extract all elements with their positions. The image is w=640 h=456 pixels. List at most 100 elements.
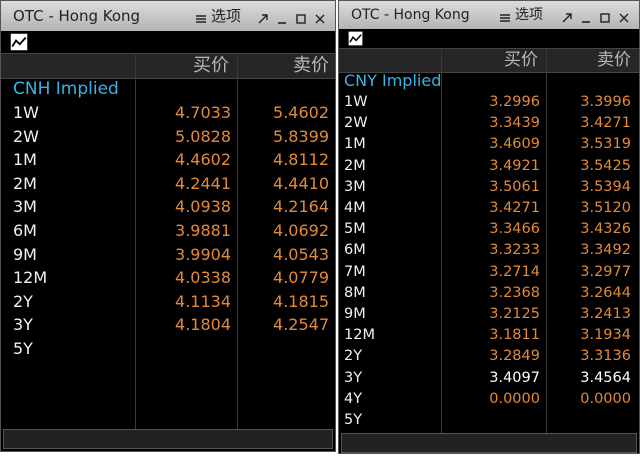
tenor-label: 4Y bbox=[344, 390, 363, 407]
tenor-label: 2Y bbox=[344, 348, 363, 365]
bid-value: 3.4097 bbox=[489, 369, 540, 386]
bid-header: 买价 bbox=[504, 50, 538, 70]
section-title: CNY Implied bbox=[344, 71, 442, 90]
tenor-label: 2W bbox=[344, 115, 368, 132]
tenor-label: 9M bbox=[344, 306, 366, 322]
bid-value: 3.9881 bbox=[175, 221, 231, 240]
ask-value: 3.4564 bbox=[580, 369, 631, 386]
menu-icon[interactable] bbox=[499, 9, 511, 22]
tenor-label: 7M bbox=[344, 263, 366, 280]
bid-value: 4.0338 bbox=[175, 268, 231, 288]
tenor-label: 1W bbox=[344, 94, 368, 110]
tenor-label: 1W bbox=[13, 103, 39, 122]
ask-value: 0.0000 bbox=[580, 390, 631, 407]
close-button[interactable] bbox=[618, 9, 630, 23]
bid-value: 3.9904 bbox=[175, 244, 231, 264]
ask-value: 3.1934 bbox=[580, 327, 631, 344]
ask-header: 卖价 bbox=[293, 55, 329, 76]
popout-button[interactable] bbox=[561, 9, 573, 23]
bid-value: 3.2849 bbox=[489, 348, 540, 365]
ask-value: 4.4410 bbox=[273, 173, 329, 193]
popout-button[interactable] bbox=[257, 10, 269, 24]
bid-value: 3.2996 bbox=[489, 94, 540, 110]
close-button[interactable] bbox=[314, 10, 326, 24]
bid-value: 0.0000 bbox=[489, 390, 540, 407]
ask-header: 卖价 bbox=[597, 50, 631, 70]
maximize-button[interactable] bbox=[599, 9, 611, 23]
column-header: 买价 卖价 bbox=[339, 48, 639, 73]
tenor-label: 1M bbox=[344, 136, 366, 153]
bid-value: 3.3439 bbox=[489, 115, 540, 132]
ask-value: 3.3492 bbox=[580, 242, 631, 259]
bid-value: 4.2441 bbox=[175, 173, 231, 193]
maximize-button[interactable] bbox=[295, 10, 307, 24]
bid-value: 3.2125 bbox=[489, 306, 540, 322]
title-bar: OTC - Hong Kong 选项 bbox=[339, 1, 639, 29]
minimize-button[interactable] bbox=[580, 9, 592, 23]
section-title: CNH Implied bbox=[13, 79, 119, 99]
close-button-glyph bbox=[619, 13, 629, 23]
bid-value: 5.0828 bbox=[175, 126, 231, 146]
bid-header: 买价 bbox=[193, 55, 229, 76]
panel: OTC - Hong Kong 选项买价 卖价 CNY Implied 1W 3.2996… bbox=[338, 0, 640, 454]
close-button-glyph bbox=[315, 14, 325, 24]
tenor-label: 3Y bbox=[344, 369, 363, 386]
column-divider bbox=[546, 48, 547, 433]
ask-value: 3.5319 bbox=[580, 136, 631, 153]
chart-icon-glyph bbox=[348, 31, 363, 46]
tenor-label: 12M bbox=[13, 268, 48, 288]
ask-value: 4.0779 bbox=[273, 268, 329, 288]
tenor-label: 6M bbox=[13, 221, 37, 240]
bid-value: 3.3233 bbox=[489, 242, 540, 259]
ask-value: 4.2164 bbox=[273, 197, 329, 217]
bid-value: 3.4921 bbox=[489, 157, 540, 174]
bid-value: 4.0938 bbox=[175, 197, 231, 217]
bid-value: 3.2714 bbox=[489, 263, 540, 280]
status-bar bbox=[3, 429, 333, 449]
ask-value: 3.2977 bbox=[580, 263, 631, 280]
tenor-label: 2M bbox=[344, 157, 366, 174]
popout-button-glyph bbox=[562, 13, 572, 23]
menu-button[interactable]: 选项 bbox=[211, 7, 242, 25]
ask-value: 3.4326 bbox=[580, 221, 631, 238]
tenor-label: 2W bbox=[13, 126, 39, 146]
menu-icon-glyph bbox=[500, 14, 510, 22]
bid-value: 3.4609 bbox=[489, 136, 540, 153]
column-header: 买价 卖价 bbox=[1, 53, 335, 79]
tenor-label: 6M bbox=[344, 242, 366, 259]
tenor-label: 8M bbox=[344, 284, 366, 301]
tenor-label: 3M bbox=[344, 178, 366, 195]
minimize-button-glyph bbox=[582, 21, 590, 23]
bid-value: 4.1804 bbox=[175, 315, 231, 335]
column-divider bbox=[237, 53, 238, 429]
tenor-label: 5M bbox=[344, 221, 366, 238]
chart-icon[interactable] bbox=[9, 33, 29, 51]
menu-button[interactable]: 选项 bbox=[515, 7, 543, 23]
panel-title: OTC - Hong Kong bbox=[351, 7, 470, 23]
ask-value: 3.2644 bbox=[580, 284, 631, 301]
popout-button-glyph bbox=[258, 14, 268, 24]
ask-value: 3.5394 bbox=[580, 178, 631, 195]
tenor-label: 5Y bbox=[13, 339, 33, 358]
ask-value: 5.4602 bbox=[273, 103, 329, 122]
ask-value: 3.2413 bbox=[580, 306, 631, 322]
ask-value: 4.0543 bbox=[273, 244, 329, 264]
bid-value: 3.3466 bbox=[489, 221, 540, 238]
menu-icon[interactable] bbox=[195, 10, 207, 23]
panel-title: OTC - Hong Kong bbox=[13, 7, 141, 25]
ask-value: 4.1815 bbox=[273, 291, 329, 311]
tenor-label: 1M bbox=[13, 150, 37, 170]
tenor-label: 4M bbox=[344, 200, 366, 216]
tenor-label: 2M bbox=[13, 173, 37, 193]
minimize-button[interactable] bbox=[276, 10, 288, 24]
ask-value: 4.8112 bbox=[273, 150, 329, 170]
chart-icon[interactable] bbox=[347, 31, 364, 46]
chart-icon-glyph bbox=[10, 33, 28, 51]
ask-value: 4.0692 bbox=[273, 221, 329, 240]
ask-value: 3.5120 bbox=[580, 200, 631, 216]
bid-value: 3.5061 bbox=[489, 178, 540, 195]
tenor-label: 9M bbox=[13, 244, 37, 264]
column-divider bbox=[135, 53, 136, 429]
tenor-label: 3M bbox=[13, 197, 37, 217]
